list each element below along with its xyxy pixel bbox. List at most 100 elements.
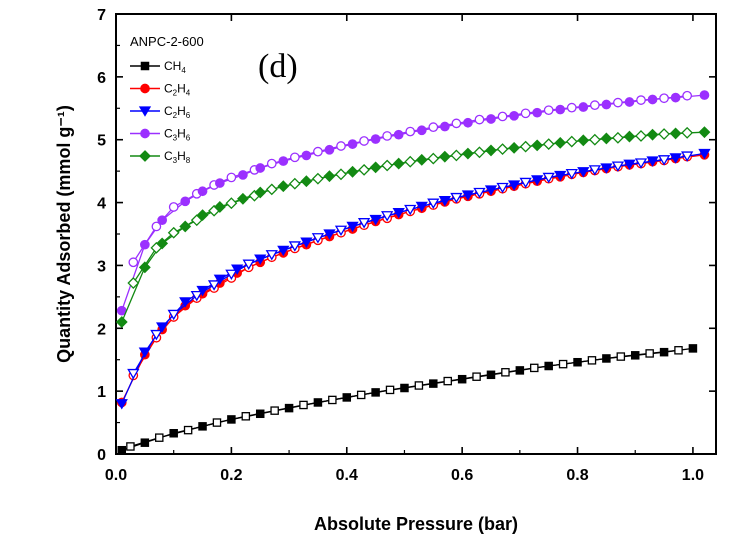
c3h8-adsorption-point [156, 237, 169, 250]
c3h8-adsorption-point [179, 220, 192, 233]
ch4-desorption-point [616, 352, 626, 361]
c2h6-desorption-point [150, 329, 163, 341]
c3h8-desorption-point [312, 172, 324, 185]
c3h8-adsorption-point [254, 186, 267, 199]
legend-marker [138, 106, 152, 117]
c3h6-adsorption-point [647, 94, 658, 105]
c3h6-desorption-point [313, 146, 323, 157]
ch4-desorption-point [328, 395, 337, 405]
c3h6-desorption-line [132, 95, 688, 263]
c3h6-adsorption-point [324, 144, 335, 155]
ch4-adsorption-point [371, 388, 380, 397]
c2h6-adsorption-point [600, 163, 613, 174]
c3h6-adsorption-point [197, 186, 208, 197]
ch4-adsorption-point [255, 409, 265, 419]
c3h6-adsorption-point [509, 110, 519, 121]
c2h6-desorption-point [357, 218, 371, 229]
ch4-desorption-point [530, 363, 539, 373]
legend-item-c3h8: C3H8 [130, 149, 191, 165]
ch4-desorption-point [558, 359, 568, 369]
c3h6-desorption-point [659, 93, 669, 104]
c3h8-desorption-point [565, 135, 578, 148]
ch4-desorption-point [299, 400, 308, 410]
legend-item-c3h6: C3H6 [130, 127, 191, 143]
c2h6-adsorption-point [461, 190, 475, 201]
ch4-adsorption-point [630, 351, 640, 360]
c3h8-adsorption-point [346, 165, 359, 178]
c3h6-desorption-point [613, 97, 623, 108]
axes: 0.0 0.2 0.4 0.6 0.8 1.0 0 1 2 3 4 5 6 7 Absolute Press… [54, 7, 717, 534]
c2h6-adsorption-point [213, 274, 226, 286]
x-tick-label: 0.6 [451, 467, 473, 484]
c3h8-desorption-point [450, 149, 463, 162]
x-tick-label: 0.8 [566, 467, 588, 484]
c3h8-desorption-point [404, 155, 417, 168]
c3h6-desorption-point [226, 172, 237, 183]
c2h6-adsorption-point [254, 254, 267, 265]
c2h6-adsorption-line [121, 152, 705, 404]
c3h6-desorption-point [682, 90, 693, 101]
ch4-desorption-point [183, 425, 193, 435]
c2h6-desorption-point [588, 165, 601, 176]
c2h6-desorption-point [404, 204, 417, 216]
legend-marker [140, 128, 150, 139]
c2h6-desorption-point [657, 155, 671, 166]
c2h6-adsorption-point [698, 148, 711, 160]
series-c2h6 [115, 148, 711, 410]
legend-label: C2H6 [164, 104, 191, 120]
c3h6-desorption-point [589, 100, 600, 110]
c3h8-desorption-point [612, 131, 624, 144]
c3h6-adsorption-point [180, 196, 191, 207]
c3h6-desorption-point [428, 122, 439, 132]
c2h6-adsorption-point [138, 347, 151, 358]
c3h8-adsorption-point [300, 175, 313, 188]
c3h8-adsorption-point [323, 170, 336, 183]
ch4-adsorption-point [429, 379, 438, 388]
ch4-adsorption-point [659, 347, 669, 357]
c3h6-adsorption-point [601, 99, 612, 110]
c3h8-adsorption-point [392, 157, 405, 170]
ch4-adsorption-point [227, 415, 236, 424]
c2h6-desorption-point [190, 290, 203, 302]
c3h6-desorption-point [359, 136, 369, 146]
c3h6-adsorption-line [121, 94, 705, 311]
ch4-adsorption-point [284, 403, 294, 413]
ch4-adsorption-line [121, 347, 694, 451]
c2h6-adsorption-point [554, 170, 567, 182]
c3h6-adsorption-point [416, 125, 427, 136]
c2h6-desorption-point [611, 161, 625, 172]
c2h6-adsorption-point [369, 214, 382, 226]
ch4-adsorption-point [602, 354, 611, 363]
c2h6-desorption-point [450, 192, 463, 204]
c2h6-adsorption-point [179, 297, 192, 308]
y-tick-label: 3 [97, 258, 106, 275]
c3h6-desorption-point [636, 95, 646, 105]
c3h6-adsorption-point [347, 139, 358, 149]
c3h6-desorption-point [289, 152, 300, 163]
c2h6-desorption-point [225, 269, 238, 281]
ch4-adsorption-point [169, 429, 178, 438]
series-c3h8 [115, 126, 711, 328]
legend-marker [139, 150, 151, 162]
c3h8-adsorption-point [531, 139, 544, 152]
c2h6-adsorption-point [196, 285, 209, 297]
y-tick-label: 6 [97, 70, 106, 87]
c2h6-desorption-point [127, 368, 140, 380]
c3h6-desorption-point [474, 114, 485, 125]
c3h6-adsorption-point [439, 121, 450, 132]
c3h6-desorption-point [451, 118, 462, 129]
c3h6-adsorption-point [486, 114, 496, 124]
c3h8-adsorption-point [237, 192, 249, 205]
y-tick-label: 2 [97, 321, 106, 338]
ch4-desorption-point [212, 418, 222, 427]
c3h8-adsorption-point [369, 161, 382, 174]
legend-marker [140, 83, 150, 94]
c2h6-desorption-point [334, 225, 348, 237]
c3h8-adsorption-point [554, 136, 567, 149]
c3h8-desorption-point [427, 152, 440, 165]
c3h8-desorption-point [381, 159, 394, 172]
c3h6-adsorption-point [214, 178, 225, 188]
c3h8-adsorption-point [623, 130, 636, 143]
y-tick-label: 5 [97, 133, 106, 150]
